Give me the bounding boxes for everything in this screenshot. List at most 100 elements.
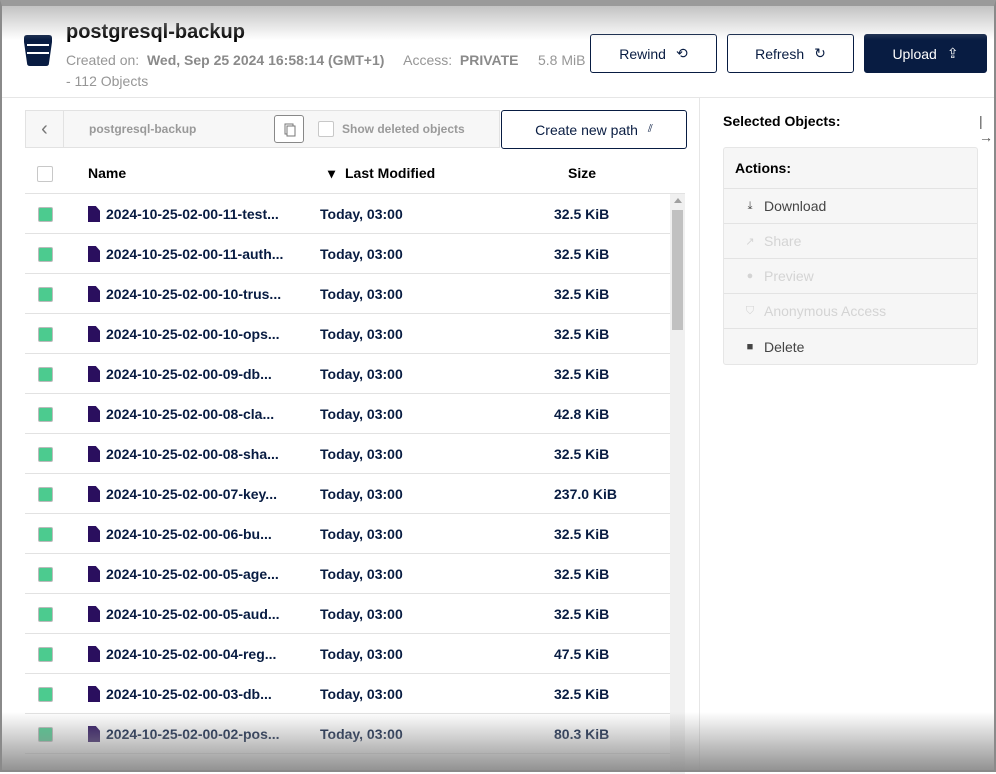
scrollbar[interactable]	[670, 194, 685, 774]
row-checkbox[interactable]	[38, 287, 53, 302]
object-name[interactable]: 2024-10-25-02-00-09-db...	[106, 366, 272, 382]
show-deleted-toggle[interactable]: Show deleted objects	[318, 121, 465, 137]
action-delete[interactable]: ■ Delete	[724, 329, 977, 364]
create-path-button[interactable]: Create new path ⫽	[501, 110, 687, 149]
usage-text: 5.8 MiB - 112 Objects	[66, 52, 586, 89]
table-row[interactable]: 2024-10-25-02-00-02-pos... Today, 03:00 80…	[25, 714, 670, 754]
object-name[interactable]: 2024-10-25-02-00-03-db...	[106, 686, 272, 702]
table-row[interactable]: 2024-10-25-02-00-08-sha... Today, 03:00 32…	[25, 434, 670, 474]
table-row[interactable]: 2024-10-25-02-00-11-test... Today, 03:00 3…	[25, 194, 670, 234]
object-name[interactable]: 2024-10-25-02-00-06-bu...	[106, 526, 272, 542]
object-size: 32.5 KiB	[554, 366, 610, 382]
object-name[interactable]: 2024-10-25-02-00-10-ops...	[106, 326, 280, 342]
scrollbar-thumb[interactable]	[672, 210, 683, 330]
show-deleted-checkbox[interactable]	[318, 121, 334, 137]
object-size: 32.5 KiB	[554, 246, 610, 262]
object-size: 237.0 KiB	[554, 486, 618, 502]
object-size: 32.5 KiB	[554, 686, 610, 702]
column-name[interactable]: Name	[88, 165, 127, 181]
table-row[interactable]: 2024-10-25-02-00-09-db... Today, 03:00 32.…	[25, 354, 670, 394]
actions-box: Actions: ⤓ Download ↗ Share ● Preview ⛉ Anonymo…	[723, 147, 978, 365]
object-modified: Today, 03:00	[320, 286, 403, 302]
copy-path-button[interactable]	[274, 115, 304, 143]
row-checkbox[interactable]	[38, 487, 53, 502]
file-icon	[88, 726, 100, 742]
object-name[interactable]: 2024-10-25-02-00-10-trus...	[106, 286, 282, 302]
object-modified: Today, 03:00	[320, 566, 403, 582]
row-checkbox[interactable]	[38, 407, 53, 422]
object-modified: Today, 03:00	[320, 486, 403, 502]
object-modified: Today, 03:00	[320, 246, 403, 262]
row-checkbox[interactable]	[38, 207, 53, 222]
panel-title: Selected Objects:	[723, 113, 841, 129]
action-label: Delete	[764, 338, 805, 355]
object-name[interactable]: 2024-10-25-02-00-08-cla...	[106, 406, 275, 422]
row-checkbox[interactable]	[38, 607, 53, 622]
object-size: 32.5 KiB	[554, 526, 610, 542]
table-row[interactable]: 2024-10-25-02-00-11-auth... Today, 03:00 3…	[25, 234, 670, 274]
action-label: Share	[764, 233, 802, 249]
object-name[interactable]: 2024-10-25-02-00-11-auth...	[106, 246, 284, 262]
upload-button[interactable]: Upload ⇪	[864, 34, 987, 73]
object-name[interactable]: 2024-10-25-02-00-11-test...	[106, 206, 279, 222]
row-checkbox[interactable]	[38, 247, 53, 262]
sort-desc-icon[interactable]: ▾	[328, 165, 336, 181]
row-checkbox[interactable]	[38, 567, 53, 582]
object-name[interactable]: 2024-10-25-02-00-05-age...	[106, 566, 279, 582]
object-name[interactable]: 2024-10-25-02-00-05-aud...	[106, 606, 280, 622]
scroll-up-arrow[interactable]	[674, 198, 682, 203]
file-icon	[88, 526, 100, 542]
action-share: ↗ Share	[724, 224, 977, 259]
object-size: 32.5 KiB	[554, 286, 610, 302]
header-divider	[25, 193, 685, 194]
upload-icon: ⇪	[946, 45, 959, 61]
table-row[interactable]: 2024-10-25-02-00-07-key... Today, 03:00 23…	[25, 474, 670, 514]
table-row[interactable]: 2024-10-25-02-00-10-trus... Today, 03:00 3…	[25, 274, 670, 314]
refresh-icon: ↻	[814, 45, 826, 61]
row-checkbox[interactable]	[38, 527, 53, 542]
object-list: 2024-10-25-02-00-11-test... Today, 03:00 3…	[25, 194, 670, 754]
table-row[interactable]: 2024-10-25-02-00-08-cla... Today, 03:00 42…	[25, 394, 670, 434]
file-icon	[88, 686, 100, 702]
row-checkbox[interactable]	[38, 447, 53, 462]
action-label: Download	[764, 198, 827, 214]
object-size: 32.5 KiB	[554, 446, 610, 462]
file-icon	[88, 286, 100, 302]
object-name[interactable]: 2024-10-25-02-00-04-reg...	[106, 646, 277, 662]
table-row[interactable]: 2024-10-25-02-00-05-age... Today, 03:00 32…	[25, 554, 670, 594]
file-icon	[88, 486, 100, 502]
object-size: 32.5 KiB	[554, 206, 610, 222]
bucket-title: postgresql-backup	[66, 21, 245, 43]
bucket-icon	[24, 35, 52, 66]
created-label: Created on:	[66, 52, 140, 68]
row-checkbox[interactable]	[38, 327, 53, 342]
created-value: Wed, Sep 25 2024 16:58:14 (GMT+1)	[146, 52, 385, 68]
bucket-header: postgresql-backup Created on: Wed, Sep 2…	[0, 0, 996, 98]
select-all-checkbox[interactable]	[37, 166, 53, 182]
row-checkbox[interactable]	[38, 647, 53, 662]
table-row[interactable]: 2024-10-25-02-00-05-aud... Today, 03:00 32…	[25, 594, 670, 634]
column-size[interactable]: Size	[568, 165, 597, 181]
row-checkbox[interactable]	[38, 687, 53, 702]
table-row[interactable]: 2024-10-25-02-00-10-ops... Today, 03:00 32…	[25, 314, 670, 354]
action-preview: ● Preview	[724, 259, 977, 294]
object-name[interactable]: 2024-10-25-02-00-02-pos...	[106, 726, 280, 742]
object-size: 32.5 KiB	[554, 566, 610, 582]
row-checkbox[interactable]	[38, 727, 53, 742]
file-icon	[88, 566, 100, 582]
row-checkbox[interactable]	[38, 367, 53, 382]
object-name[interactable]: 2024-10-25-02-00-08-sha...	[106, 446, 279, 462]
object-modified: Today, 03:00	[320, 726, 403, 742]
object-name[interactable]: 2024-10-25-02-00-07-key...	[106, 486, 277, 502]
table-row[interactable]: 2024-10-25-02-00-06-bu... Today, 03:00 32.…	[25, 514, 670, 554]
rewind-button[interactable]: Rewind ⟲	[590, 34, 717, 73]
back-button[interactable]: ‹	[26, 111, 64, 147]
action-download[interactable]: ⤓ Download	[724, 189, 977, 224]
table-row[interactable]: 2024-10-25-02-00-03-db... Today, 03:00 32.…	[25, 674, 670, 714]
object-modified: Today, 03:00	[320, 406, 403, 422]
column-last-modified[interactable]: Last Modified	[345, 165, 436, 181]
refresh-button[interactable]: Refresh ↻	[727, 34, 854, 73]
table-row[interactable]: 2024-10-25-02-00-04-reg... Today, 03:00 47…	[25, 634, 670, 674]
collapse-panel-icon[interactable]: |→	[979, 113, 993, 145]
object-modified: Today, 03:00	[320, 526, 403, 542]
